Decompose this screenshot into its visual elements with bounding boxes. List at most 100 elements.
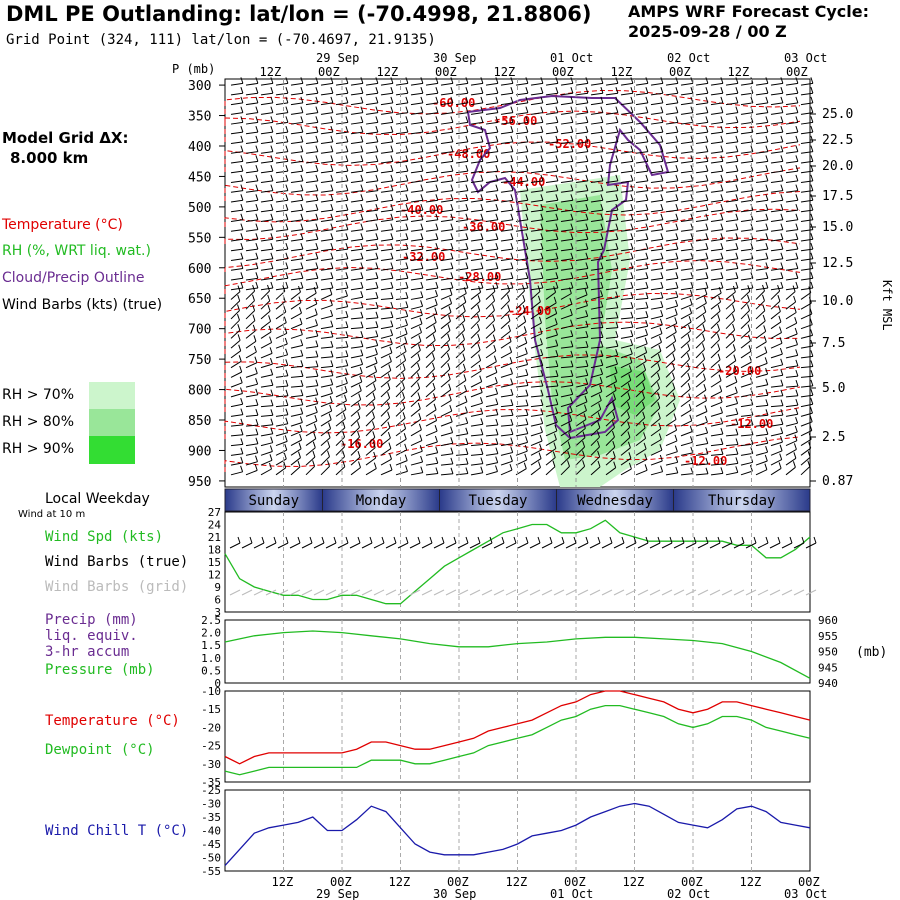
wind-barb [457, 542, 469, 549]
wind-barb-flag [780, 145, 784, 152]
wind-barb-flag [780, 379, 784, 386]
wind-barb [425, 112, 438, 115]
wind-barb [245, 383, 258, 388]
wind-barb [260, 121, 273, 125]
wind-barb-flag [255, 106, 259, 113]
wind-barb-flag [630, 223, 634, 230]
wind-barb-flag [762, 284, 765, 292]
wind-barb-flag [613, 384, 617, 391]
wind-barb [725, 102, 738, 106]
wind-barb-flag [720, 448, 724, 455]
wind-barb-flag [360, 281, 364, 289]
wind-barb [665, 131, 678, 135]
wind-barb-flag [660, 465, 664, 472]
wind-barb [635, 190, 648, 193]
wind-barb-flag [255, 388, 259, 395]
wind-barb-flag [494, 376, 498, 384]
wind-barb [590, 229, 603, 232]
wind-barb-flag [657, 372, 661, 379]
wind-barb [605, 363, 618, 369]
wind-barb [305, 314, 318, 320]
wind-barb-flag [390, 96, 394, 104]
wind-barb-flag [327, 440, 331, 448]
wind-barb [275, 440, 288, 447]
wind-barb-flag [705, 145, 709, 152]
wind-barb [320, 141, 333, 145]
wind-barb-flag [360, 203, 364, 211]
wind-barb-flag [405, 213, 409, 220]
wind-barb [650, 287, 663, 291]
wind-barb-flag [237, 536, 241, 544]
wind-barb-flag [524, 445, 528, 452]
wind-barb-flag [465, 272, 469, 279]
wind-barb [410, 461, 423, 466]
wind-barb [425, 102, 438, 106]
wind-barb [800, 430, 813, 437]
wind-10m-label: Wind at 10 m [18, 509, 86, 520]
wind-barb-flag [299, 425, 303, 432]
wind-barb-flag [298, 285, 301, 293]
wind-barb [635, 325, 648, 330]
wind-barb-flag [735, 466, 739, 473]
wind-barb-flag [765, 174, 769, 182]
wind-barb-flag [270, 174, 274, 182]
wind-barb-flag [735, 438, 739, 445]
wind-barb [800, 345, 813, 349]
wind-barb [395, 449, 407, 456]
wind-barb [455, 433, 468, 437]
wind-barb [725, 424, 738, 427]
wind-barb-flag [717, 314, 721, 321]
wind-barb-flag [477, 343, 481, 351]
wind-barb-flag [615, 223, 619, 230]
wind-barb [455, 310, 466, 320]
wind-barb [800, 313, 813, 320]
wind-barb-flag [480, 87, 484, 94]
wind-barb [685, 542, 697, 549]
weekday-2: Tuesday [468, 493, 527, 509]
wind-barb-flag [705, 536, 709, 544]
wind-barb-flag [418, 335, 422, 342]
wind-barb [710, 463, 723, 466]
wind-barb-flag [300, 281, 304, 289]
wind-barb [635, 102, 648, 106]
wind-barb [275, 277, 288, 281]
wind-barb [650, 460, 663, 466]
wind-barb [673, 542, 685, 549]
wind-barb [313, 542, 325, 549]
kft-tick-label-3: 17.5 [822, 189, 853, 204]
wind-barb [575, 446, 585, 456]
wind-barb [455, 229, 468, 232]
wind-barb [560, 366, 574, 369]
wind-barb-flag [569, 308, 573, 316]
wind-barb [785, 102, 798, 106]
wind-barb [260, 310, 271, 320]
wind-barb-flag [360, 358, 364, 365]
wind-barb-flag [360, 242, 364, 250]
wind-barb-flag [810, 174, 814, 182]
wind-speed-tick-6: 21 [208, 531, 221, 544]
wind-barb-flag [465, 427, 469, 434]
wind-barb [620, 121, 633, 125]
kft-tick-label-5: 12.5 [822, 256, 853, 271]
wind-barb-flag [285, 408, 289, 415]
wind-barb-flag [402, 401, 406, 409]
temperature-label-1: -56.00 [494, 114, 537, 128]
wind-barb-flag [402, 382, 405, 389]
wind-barb-flag [269, 462, 272, 470]
wind-barb-flag [255, 428, 259, 435]
wind-barb [605, 277, 618, 281]
wind-barb-flag [405, 281, 409, 289]
wind-barb-flag [390, 252, 394, 259]
wind-barb [515, 180, 528, 184]
wind-barb-flag [660, 242, 664, 250]
wind-barb [755, 102, 768, 106]
wind-barb [755, 287, 768, 291]
wind-barb [320, 121, 333, 125]
wind-barb-flag [358, 393, 362, 400]
wind-barb-flag [270, 184, 274, 191]
wind-barb [275, 209, 288, 213]
wind-barb-flag [300, 96, 304, 104]
wind-barb-flag [718, 295, 722, 303]
wind-barb-flag [357, 440, 361, 448]
wind-barb-flag [570, 242, 574, 250]
